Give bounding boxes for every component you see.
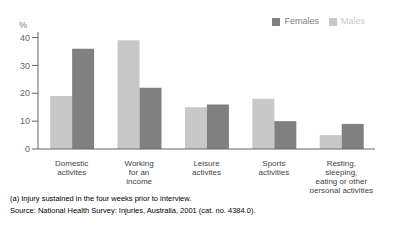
svg-text:Workingfor anincome: Workingfor anincome xyxy=(124,159,153,186)
svg-text:Sportsactivities: Sportsactivities xyxy=(259,159,290,177)
svg-text:30: 30 xyxy=(20,61,30,71)
svg-text:0: 0 xyxy=(25,144,30,154)
svg-text:%: % xyxy=(19,20,27,30)
svg-text:Leisureactivites: Leisureactivites xyxy=(192,159,221,177)
svg-text:10: 10 xyxy=(20,116,30,126)
html-text:Males: Males xyxy=(341,16,365,26)
svg-text:20: 20 xyxy=(20,88,30,98)
svg-text:Domesticactivites: Domesticactivites xyxy=(55,159,88,177)
html-text:Source: National Health Survey: Source: National Health Survey: Injuries… xyxy=(10,206,256,215)
html-text:Females: Females xyxy=(284,16,319,26)
svg-text:40: 40 xyxy=(20,33,30,43)
svg-text:Resting,sleeping,eating or oth: Resting,sleeping,eating or otherpersonal… xyxy=(310,159,374,193)
html-text:(a) Injury sustained in the fo: (a) Injury sustained in the four weeks p… xyxy=(10,194,192,203)
